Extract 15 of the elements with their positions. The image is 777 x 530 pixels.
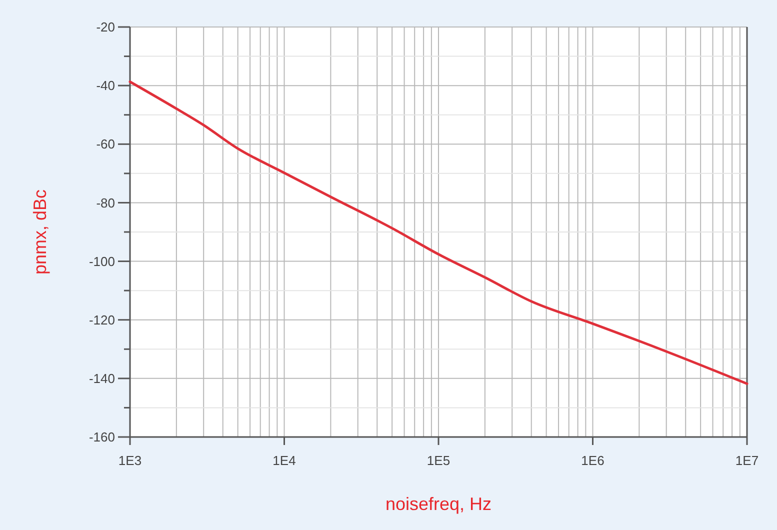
x-tick-label: 1E3 [118, 453, 142, 468]
y-tick-label: -140 [88, 370, 115, 386]
y-tick-label: -100 [88, 254, 115, 269]
y-tick-label: -120 [88, 312, 115, 328]
x-tick-label: 1E4 [272, 453, 296, 468]
y-tick-label: -60 [96, 136, 115, 152]
y-tick-label: -20 [96, 20, 115, 35]
x-tick-label: 1E5 [426, 453, 450, 468]
y-tick-label: -160 [88, 430, 115, 445]
x-tick-label: 1E7 [735, 453, 759, 468]
x-tick-label: 1E6 [581, 453, 604, 468]
y-axis-title: pnmx, dBc [30, 189, 50, 275]
x-axis-title: noisefreq, Hz [385, 494, 492, 514]
y-tick-label: -80 [96, 195, 115, 210]
y-tick-label: -40 [96, 78, 115, 94]
